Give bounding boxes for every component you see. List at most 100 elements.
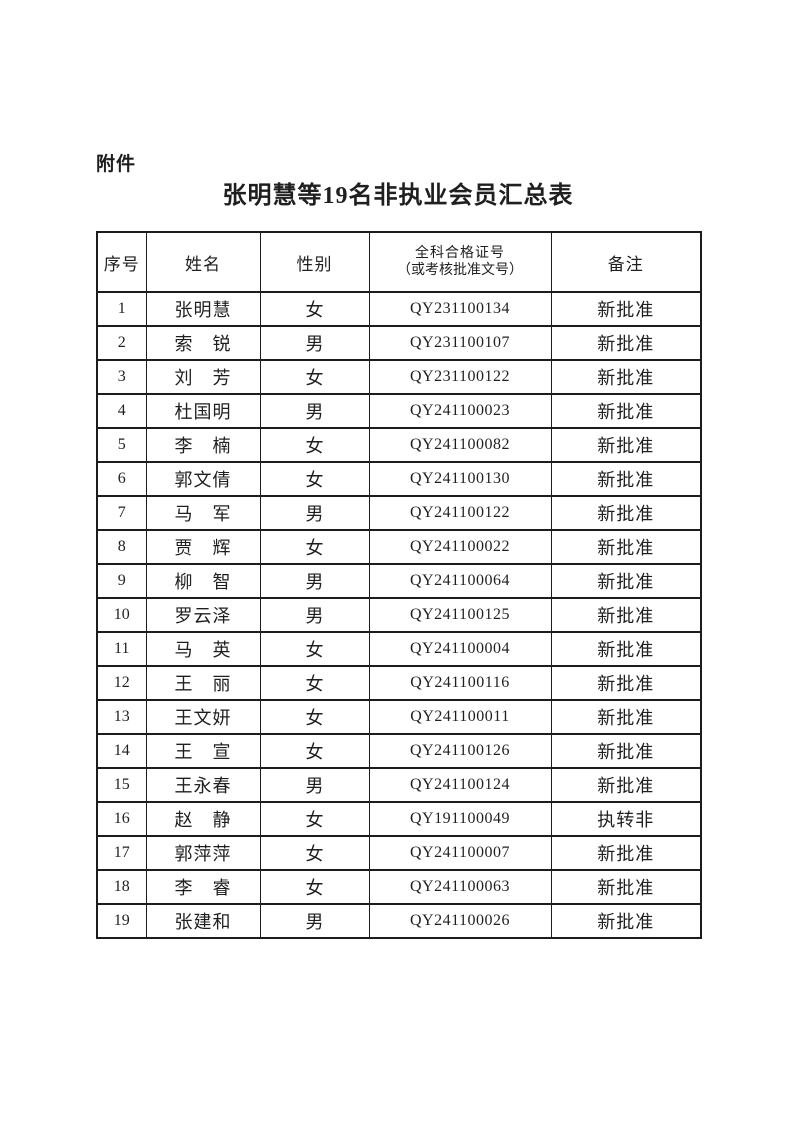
member-summary-table: 序号 姓名 性别 全科合格证号 （或考核批准文号） 备注 1 张明慧 女 QY2… [96, 231, 702, 939]
cell-gender: 女 [259, 801, 370, 837]
cell-gender: 男 [259, 563, 370, 599]
cell-remark: 新批准 [550, 767, 702, 803]
cell-certificate: QY241100063 [368, 869, 552, 905]
cell-name: 张建和 [145, 903, 261, 939]
table-row: 12 王 丽 女 QY241100116 新批准 [96, 665, 702, 701]
cell-remark: 新批准 [550, 597, 702, 633]
cell-index: 2 [96, 325, 147, 361]
cell-certificate: QY231100134 [368, 291, 552, 327]
cell-remark: 新批准 [550, 393, 702, 429]
cell-index: 17 [96, 835, 147, 871]
cell-remark: 新批准 [550, 869, 702, 905]
column-header-remark: 备注 [550, 231, 702, 293]
cell-gender: 女 [259, 869, 370, 905]
cell-certificate: QY241100124 [368, 767, 552, 803]
cell-gender: 男 [259, 903, 370, 939]
cell-certificate: QY241100126 [368, 733, 552, 769]
table-row: 18 李 睿 女 QY241100063 新批准 [96, 869, 702, 905]
cell-certificate: QY241100023 [368, 393, 552, 429]
cell-certificate: QY241100130 [368, 461, 552, 497]
column-header-gender: 性别 [259, 231, 370, 293]
cell-certificate: QY241100082 [368, 427, 552, 463]
cell-remark: 新批准 [550, 529, 702, 565]
table-row: 4 杜国明 男 QY241100023 新批准 [96, 393, 702, 429]
cell-index: 4 [96, 393, 147, 429]
column-header-index: 序号 [96, 231, 147, 293]
cell-gender: 女 [259, 733, 370, 769]
cell-index: 10 [96, 597, 147, 633]
cell-name: 马 军 [145, 495, 261, 531]
table-row: 13 王文妍 女 QY241100011 新批准 [96, 699, 702, 735]
cell-remark: 新批准 [550, 325, 702, 361]
cell-name: 索 锐 [145, 325, 261, 361]
cell-gender: 女 [259, 291, 370, 327]
cell-certificate: QY241100011 [368, 699, 552, 735]
cell-name: 李 睿 [145, 869, 261, 905]
table-row: 11 马 英 女 QY241100004 新批准 [96, 631, 702, 667]
cell-remark: 新批准 [550, 699, 702, 735]
cell-name: 贾 辉 [145, 529, 261, 565]
cell-gender: 女 [259, 631, 370, 667]
cell-certificate: QY191100049 [368, 801, 552, 837]
cell-name: 李 楠 [145, 427, 261, 463]
table-row: 6 郭文倩 女 QY241100130 新批准 [96, 461, 702, 497]
cell-index: 11 [96, 631, 147, 667]
table-row: 9 柳 智 男 QY241100064 新批准 [96, 563, 702, 599]
table-row: 14 王 宣 女 QY241100126 新批准 [96, 733, 702, 769]
table-row: 8 贾 辉 女 QY241100022 新批准 [96, 529, 702, 565]
cell-gender: 女 [259, 461, 370, 497]
column-header-name: 姓名 [145, 231, 261, 293]
cell-index: 19 [96, 903, 147, 939]
cell-certificate: QY241100125 [368, 597, 552, 633]
cell-gender: 女 [259, 665, 370, 701]
cell-index: 12 [96, 665, 147, 701]
cell-certificate: QY231100122 [368, 359, 552, 395]
cell-remark: 新批准 [550, 291, 702, 327]
cell-name: 王永春 [145, 767, 261, 803]
table-row: 15 王永春 男 QY241100124 新批准 [96, 767, 702, 803]
cell-name: 王文妍 [145, 699, 261, 735]
cell-remark: 新批准 [550, 665, 702, 701]
cell-remark: 执转非 [550, 801, 702, 837]
cell-index: 3 [96, 359, 147, 395]
cell-gender: 男 [259, 393, 370, 429]
cell-gender: 男 [259, 325, 370, 361]
table-row: 16 赵 静 女 QY191100049 执转非 [96, 801, 702, 837]
table-header-row: 序号 姓名 性别 全科合格证号 （或考核批准文号） 备注 [96, 231, 702, 293]
cell-remark: 新批准 [550, 495, 702, 531]
cell-index: 5 [96, 427, 147, 463]
table-row: 10 罗云泽 男 QY241100125 新批准 [96, 597, 702, 633]
cell-index: 7 [96, 495, 147, 531]
cell-remark: 新批准 [550, 903, 702, 939]
cell-gender: 男 [259, 597, 370, 633]
cell-certificate: QY241100022 [368, 529, 552, 565]
cell-certificate: QY241100004 [368, 631, 552, 667]
attachment-label: 附件 [96, 154, 137, 175]
cell-remark: 新批准 [550, 835, 702, 871]
cell-certificate: QY241100122 [368, 495, 552, 531]
cell-name: 郭文倩 [145, 461, 261, 497]
cell-name: 张明慧 [145, 291, 261, 327]
cell-gender: 女 [259, 835, 370, 871]
table-row: 19 张建和 男 QY241100026 新批准 [96, 903, 702, 939]
cell-gender: 女 [259, 699, 370, 735]
cell-index: 16 [96, 801, 147, 837]
cell-index: 13 [96, 699, 147, 735]
cell-index: 9 [96, 563, 147, 599]
table-row: 2 索 锐 男 QY231100107 新批准 [96, 325, 702, 361]
cell-remark: 新批准 [550, 461, 702, 497]
page-title: 张明慧等19名非执业会员汇总表 [222, 183, 574, 209]
cell-gender: 男 [259, 767, 370, 803]
cell-index: 18 [96, 869, 147, 905]
table-row: 7 马 军 男 QY241100122 新批准 [96, 495, 702, 531]
cell-gender: 女 [259, 529, 370, 565]
cell-name: 马 英 [145, 631, 261, 667]
cell-gender: 女 [259, 427, 370, 463]
cell-name: 柳 智 [145, 563, 261, 599]
cell-certificate: QY231100107 [368, 325, 552, 361]
table-body: 1 张明慧 女 QY231100134 新批准 2 索 锐 男 QY231100… [96, 291, 702, 939]
cell-name: 王 宣 [145, 733, 261, 769]
cell-remark: 新批准 [550, 359, 702, 395]
cell-gender: 男 [259, 495, 370, 531]
table-row: 1 张明慧 女 QY231100134 新批准 [96, 291, 702, 327]
